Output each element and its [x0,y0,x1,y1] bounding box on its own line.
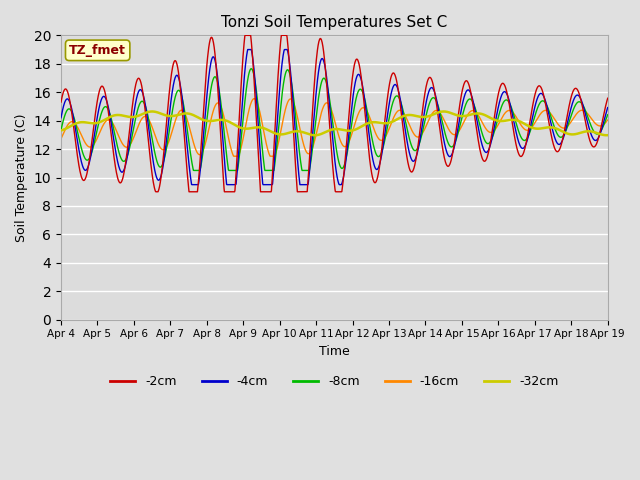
X-axis label: Time: Time [319,345,349,358]
Text: TZ_fmet: TZ_fmet [69,44,126,57]
Y-axis label: Soil Temperature (C): Soil Temperature (C) [15,113,28,242]
Legend: -2cm, -4cm, -8cm, -16cm, -32cm: -2cm, -4cm, -8cm, -16cm, -32cm [105,370,564,393]
Title: Tonzi Soil Temperatures Set C: Tonzi Soil Temperatures Set C [221,15,447,30]
